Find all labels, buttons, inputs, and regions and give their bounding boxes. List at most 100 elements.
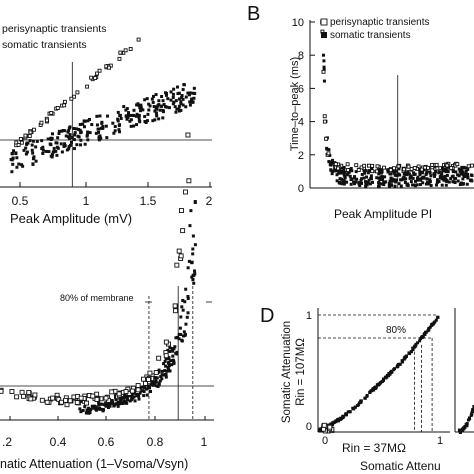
perisynaptic-transients-point bbox=[94, 391, 100, 397]
somatic-transients-point bbox=[153, 109, 157, 113]
somatic-transients-point bbox=[183, 332, 187, 336]
somatic-transients-point bbox=[398, 173, 402, 177]
panel-c-annotation: 80% of membrane bbox=[60, 293, 134, 303]
somatic-transients-point bbox=[78, 407, 82, 411]
somatic-transients-point bbox=[459, 172, 463, 176]
somatic-transients-point bbox=[104, 401, 108, 405]
transients-point bbox=[351, 406, 355, 410]
transients-point bbox=[344, 412, 348, 416]
somatic-transients-point bbox=[157, 368, 161, 372]
somatic-transients-point bbox=[64, 134, 68, 138]
somatic-transients-point bbox=[188, 100, 192, 104]
transients-point bbox=[334, 419, 338, 423]
somatic-transients-point bbox=[382, 183, 386, 187]
perisynaptic-transients-point bbox=[23, 133, 28, 138]
panel-b-letter: B bbox=[247, 3, 260, 25]
somatic-transients-point bbox=[435, 183, 439, 187]
somatic-transients-point bbox=[152, 104, 156, 108]
somatic-transients-point bbox=[88, 131, 92, 135]
perisynaptic-transients-point bbox=[63, 397, 69, 403]
somatic-transients-point bbox=[422, 176, 426, 180]
panel-d2-point bbox=[472, 405, 474, 409]
perisynaptic-transients-point bbox=[336, 166, 341, 171]
somatic-transients-point bbox=[451, 168, 455, 172]
somatic-transients-point bbox=[396, 172, 400, 176]
panel-d-y-tick: 1 bbox=[306, 310, 312, 322]
transients-point bbox=[434, 318, 438, 322]
somatic-transients-point bbox=[353, 176, 357, 180]
somatic-transients-point bbox=[171, 354, 175, 358]
somatic-transients-point bbox=[116, 110, 120, 114]
panel-d-points bbox=[318, 314, 474, 434]
somatic-transients-point bbox=[352, 180, 356, 184]
perisynaptic-transients-point bbox=[0, 388, 4, 394]
somatic-transients-point bbox=[357, 181, 361, 185]
somatic-transients-point bbox=[443, 177, 447, 181]
somatic-transients-point bbox=[177, 104, 181, 108]
somatic-transients-point bbox=[163, 359, 167, 363]
somatic-transients-point bbox=[59, 142, 63, 146]
somatic-transients-point bbox=[11, 156, 15, 160]
somatic-transients-point bbox=[141, 108, 145, 112]
transients-point bbox=[411, 346, 415, 350]
somatic-transients-point bbox=[117, 128, 121, 132]
somatic-transients-point bbox=[10, 170, 14, 174]
somatic-transients-point bbox=[163, 369, 167, 373]
somatic-transients-point bbox=[134, 114, 138, 118]
perisynaptic-transients-point bbox=[56, 396, 62, 402]
somatic-transients-point bbox=[157, 383, 161, 387]
somatic-transients-point bbox=[67, 129, 71, 133]
somatic-transients-point bbox=[124, 400, 128, 404]
perisynaptic-transients-point bbox=[136, 37, 141, 42]
somatic-transients-point bbox=[81, 122, 85, 126]
somatic-transients-point bbox=[98, 406, 102, 410]
somatic-transients-point bbox=[181, 103, 185, 107]
panel-c-xtick: 0.8 bbox=[147, 435, 164, 449]
transients-point bbox=[346, 410, 350, 414]
panel-d2-point bbox=[461, 429, 465, 433]
somatic-transients-point bbox=[34, 159, 38, 163]
somatic-transients-point bbox=[177, 332, 181, 336]
perisynaptic-transients-point bbox=[129, 388, 135, 394]
somatic-transients-point bbox=[461, 166, 465, 170]
somatic-transients-point bbox=[131, 113, 135, 117]
perisynaptic-transients-point bbox=[412, 166, 417, 170]
panel-b-y-tick-label: 4 bbox=[298, 117, 304, 129]
somatic-transients-point bbox=[365, 181, 369, 185]
somatic-transients-point bbox=[67, 137, 71, 141]
perisynaptic-transients-point bbox=[135, 383, 141, 388]
transients-point bbox=[436, 315, 440, 319]
somatic-transients-point bbox=[380, 168, 384, 172]
transients-point bbox=[363, 396, 367, 400]
somatic-transients-point bbox=[465, 173, 469, 177]
perisynaptic-transients-point bbox=[78, 395, 84, 401]
somatic-transients-point bbox=[156, 104, 160, 108]
perisynaptic-transients-point bbox=[156, 355, 162, 361]
somatic-transients-point bbox=[165, 369, 169, 373]
somatic-transients-point bbox=[386, 170, 390, 174]
somatic-transients-point bbox=[375, 176, 379, 180]
perisynaptic-transients-point bbox=[64, 402, 70, 408]
perisynaptic-transients-point bbox=[20, 393, 26, 399]
perisynaptic-transients-point bbox=[419, 167, 424, 172]
somatic-transients-point bbox=[191, 277, 195, 281]
somatic-transients-point bbox=[25, 150, 29, 154]
somatic-transients-point bbox=[367, 169, 371, 173]
perisynaptic-transients-point bbox=[382, 165, 386, 170]
somatic-transients-point bbox=[329, 163, 333, 167]
somatic-transients-point bbox=[340, 177, 344, 181]
somatic-transients-point bbox=[28, 139, 32, 143]
somatic-transients-point bbox=[464, 166, 468, 170]
somatic-transients-point bbox=[30, 143, 34, 147]
somatic-transients-point bbox=[329, 168, 333, 172]
panel-d2-point bbox=[471, 408, 474, 412]
somatic-transients-point bbox=[97, 403, 101, 407]
somatic-transients-point bbox=[360, 177, 364, 181]
somatic-transients-point bbox=[342, 182, 346, 186]
somatic-transients-point bbox=[91, 406, 95, 410]
somatic-transients-point bbox=[157, 381, 161, 385]
panel-d-x-label-line2: Somatic Attenu bbox=[360, 459, 441, 473]
somatic-transients-point bbox=[85, 411, 89, 415]
somatic-transients-point bbox=[97, 400, 101, 404]
somatic-transients-point bbox=[193, 269, 197, 273]
